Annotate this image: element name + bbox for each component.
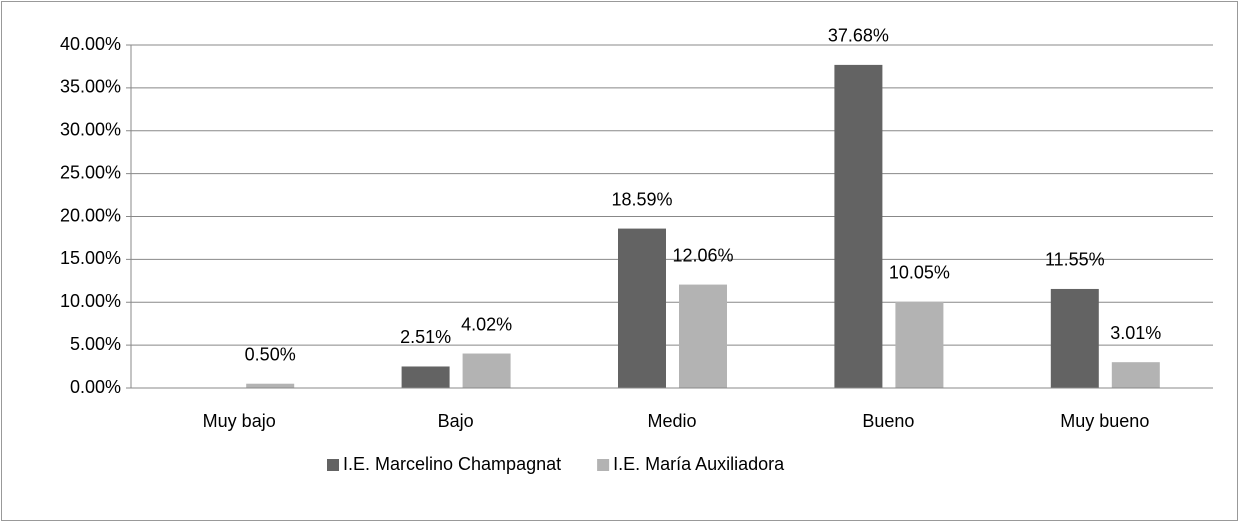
y-tick-label: 20.00%: [60, 205, 121, 225]
value-label: 0.50%: [245, 344, 296, 364]
x-tick-label: Muy bajo: [203, 411, 276, 431]
value-label: 4.02%: [461, 314, 512, 334]
bar: [1111, 362, 1160, 388]
y-tick-label: 10.00%: [60, 291, 121, 311]
x-tick-label: Medio: [647, 411, 696, 431]
y-tick-label: 0.00%: [70, 377, 121, 397]
legend-swatch: [597, 459, 610, 471]
bar: [679, 284, 727, 388]
legend-label: I.E. Marcelino Champagnat: [343, 454, 561, 474]
value-label: 3.01%: [1110, 323, 1161, 343]
y-tick-label: 5.00%: [70, 334, 121, 354]
value-label: 2.51%: [400, 327, 451, 347]
bar: [618, 228, 666, 388]
value-label: 10.05%: [889, 263, 950, 283]
y-tick-label: 40.00%: [60, 34, 121, 54]
value-label: 37.68%: [828, 26, 889, 46]
value-label: 18.59%: [611, 189, 672, 209]
y-tick-label: 35.00%: [60, 77, 121, 97]
value-label: 11.55%: [1045, 250, 1105, 270]
y-tick-label: 25.00%: [60, 162, 121, 182]
x-tick-label: Bueno: [862, 411, 914, 431]
y-tick-label: 30.00%: [60, 120, 121, 140]
bar: [462, 353, 511, 388]
bar: [401, 366, 450, 388]
legend-swatch: [327, 459, 339, 471]
value-label: 12.06%: [672, 245, 733, 265]
x-tick-label: Bajo: [438, 411, 474, 431]
x-tick-label: Muy bueno: [1060, 411, 1149, 431]
bar: [246, 383, 295, 388]
y-tick-label: 15.00%: [60, 248, 121, 268]
legend-label: I.E. María Auxiliadora: [613, 454, 785, 474]
bar: [895, 301, 944, 388]
bar: [834, 64, 883, 389]
bar: [1050, 288, 1099, 388]
